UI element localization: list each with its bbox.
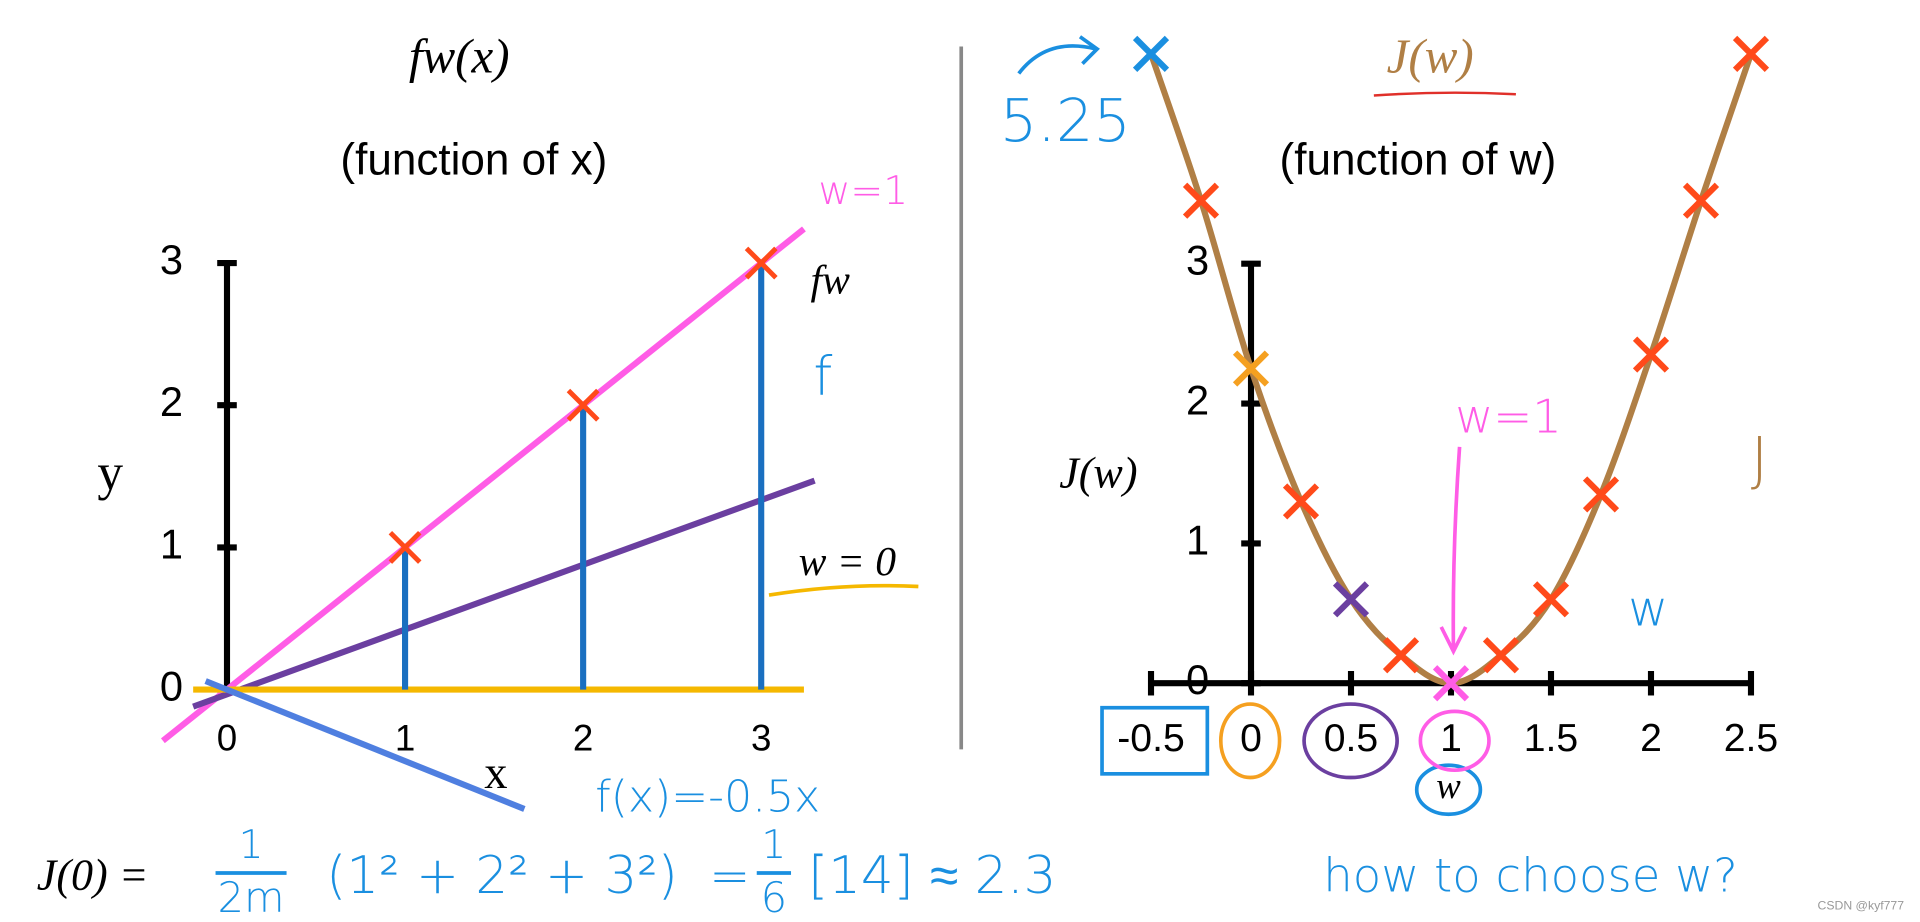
marker — [1582, 476, 1620, 513]
x-tick-label: 1 — [1440, 717, 1462, 760]
series-label: w = 0 — [799, 539, 897, 585]
marker — [1482, 637, 1520, 674]
watermark: CSDN @kyf777 — [1818, 898, 1905, 912]
marker — [1182, 182, 1220, 219]
x-axis-label: w — [1436, 765, 1461, 806]
annotation: w=1 — [1455, 389, 1562, 443]
y-tick-label: 3 — [1186, 237, 1209, 284]
underline — [1373, 91, 1516, 97]
marker — [1382, 637, 1420, 674]
y-axis-label: y — [97, 444, 123, 501]
x-tick-label: 2.5 — [1724, 717, 1778, 760]
circle — [1414, 763, 1483, 817]
marker — [566, 388, 600, 422]
formula-denominator: 2m — [218, 873, 285, 922]
marker — [388, 530, 422, 564]
formula-denominator: 6 — [761, 873, 787, 922]
annotation: w — [1628, 581, 1668, 638]
marker — [1332, 581, 1370, 618]
chart-title: fw(x) — [409, 28, 510, 83]
x-tick-label: 2 — [1640, 717, 1662, 760]
x-tick-label: 1 — [395, 717, 415, 758]
marker — [1432, 665, 1470, 702]
marker — [1682, 182, 1720, 219]
arrow — [1017, 35, 1100, 75]
series-label: f(x)=-0.5x — [595, 772, 820, 823]
y-tick-label: 0 — [1186, 656, 1209, 703]
marker — [744, 246, 778, 280]
x-tick-label: 3 — [751, 717, 771, 758]
marker — [1732, 35, 1770, 72]
circle — [1302, 702, 1399, 780]
annotation: f — [813, 344, 832, 407]
marker — [1282, 483, 1320, 520]
x-tick-label: -0.5 — [1117, 717, 1185, 760]
line — [192, 477, 816, 710]
circle — [1418, 709, 1491, 773]
x-tick-label: 0 — [217, 717, 237, 758]
marker — [1132, 35, 1170, 72]
y-tick-label: 3 — [160, 236, 183, 283]
y-axis-label: J(w) — [1059, 449, 1137, 498]
chart-subtitle: (function of w) — [1280, 135, 1557, 184]
y-tick-label: 0 — [160, 663, 183, 710]
chart-subtitle: (function of x) — [340, 135, 607, 184]
x-tick-label: 0 — [1240, 717, 1262, 760]
annotation: fw — [811, 258, 851, 304]
y-tick-label: 1 — [160, 520, 183, 567]
annotation: how to choose w? — [1323, 849, 1738, 903]
annotation: 5.25 — [1000, 86, 1131, 155]
marker — [1232, 350, 1270, 387]
series-label: w=1 — [818, 169, 908, 214]
formula-numerator: 1 — [761, 823, 786, 868]
x-tick-label: 1.5 — [1524, 717, 1578, 760]
chart-title: J(w) — [1387, 28, 1474, 83]
circle — [1218, 702, 1282, 780]
formula-rest: [14] ≈ 2.3 — [808, 846, 1056, 906]
series-label: J — [1751, 424, 1768, 493]
formula-numerator: 1 — [239, 823, 264, 868]
underline — [768, 583, 919, 597]
y-tick-label: 2 — [1186, 377, 1209, 424]
line — [204, 678, 526, 812]
x-tick-label: 0.5 — [1324, 717, 1378, 760]
formula-lhs: J(0) = — [37, 850, 149, 899]
line — [160, 226, 806, 744]
arrow — [1439, 446, 1468, 656]
y-tick-label: 1 — [1186, 516, 1209, 563]
x-tick-label: 2 — [573, 717, 593, 758]
x-axis-label: x — [484, 748, 507, 799]
marker — [1632, 336, 1670, 373]
formula-sum: (1² + 2² + 3²) — [326, 846, 678, 906]
highlight-box — [1100, 705, 1210, 776]
y-tick-label: 2 — [160, 378, 183, 425]
marker — [1532, 581, 1570, 618]
formula-equals: = — [709, 848, 750, 905]
